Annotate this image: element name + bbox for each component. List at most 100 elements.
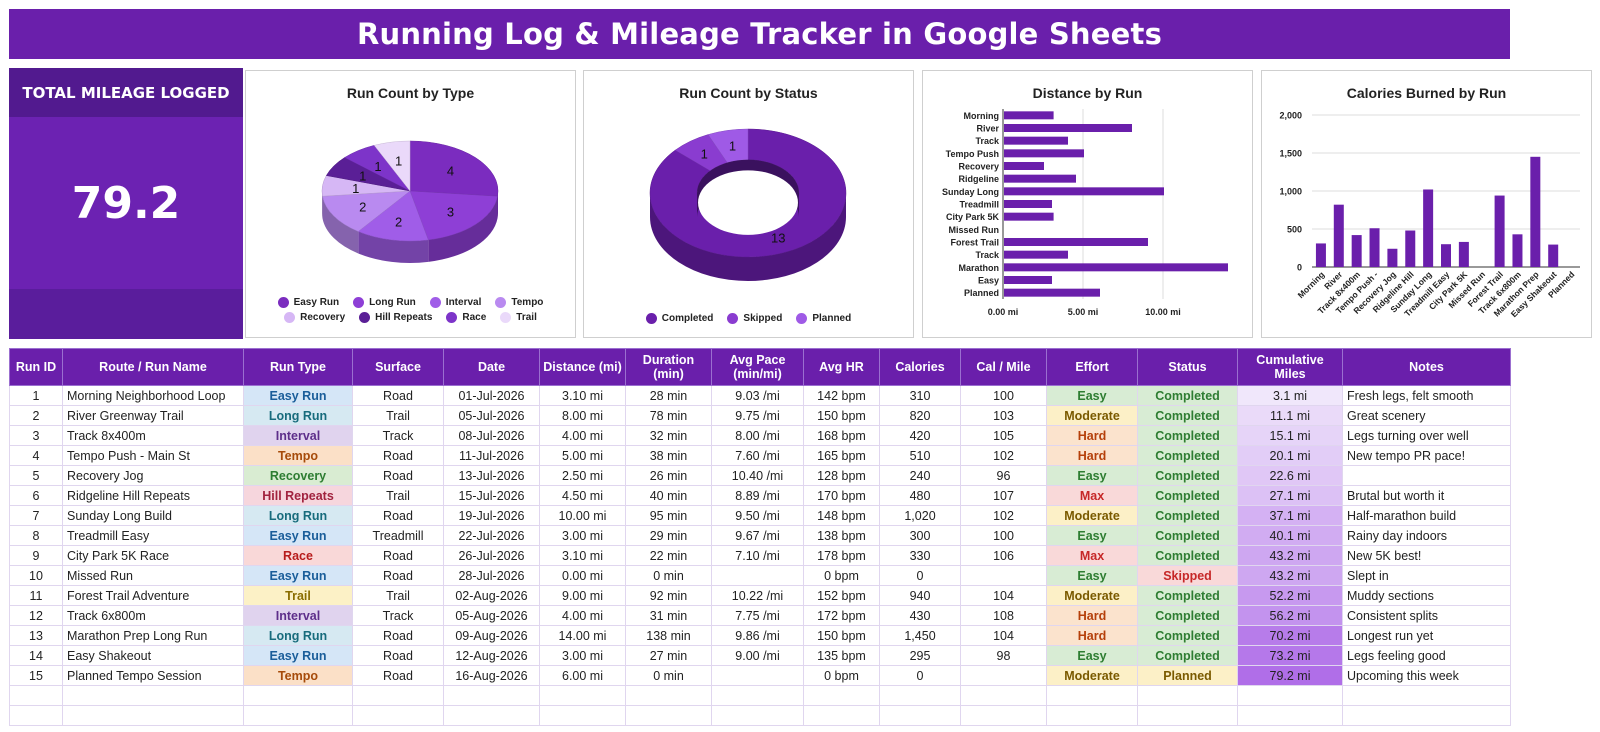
cell-avg-hr[interactable]: 148 bpm — [803, 505, 880, 526]
column-header[interactable]: Duration (min) — [625, 348, 712, 386]
cell-status[interactable]: Completed — [1137, 545, 1238, 566]
cell-run-type[interactable]: Long Run — [243, 625, 353, 646]
cell-avg-hr[interactable]: 172 bpm — [803, 605, 880, 626]
cell-run-type[interactable]: Tempo — [243, 665, 353, 686]
cell-duration[interactable]: 22 min — [625, 545, 712, 566]
cell-notes[interactable]: Muddy sections — [1342, 585, 1511, 606]
cell-surface[interactable]: Road — [352, 445, 444, 466]
table-row[interactable]: 13 Marathon Prep Long Run Long Run Road 09-A… — [9, 625, 1511, 646]
empty-cell[interactable] — [243, 685, 353, 706]
cell-run-type[interactable]: Tempo — [243, 445, 353, 466]
cell-date[interactable]: 12-Aug-2026 — [443, 645, 540, 666]
cell-distance[interactable]: 10.00 mi — [539, 505, 626, 526]
cell-effort[interactable]: Max — [1046, 545, 1138, 566]
cell-run-type[interactable]: Race — [243, 545, 353, 566]
cell-cumulative-miles[interactable]: 22.6 mi — [1237, 465, 1343, 486]
cell-route-name[interactable]: Ridgeline Hill Repeats — [62, 485, 244, 506]
cell-cumulative-miles[interactable]: 70.2 mi — [1237, 625, 1343, 646]
cell-run-id[interactable]: 7 — [9, 505, 63, 526]
table-row[interactable]: 8 Treadmill Easy Easy Run Treadmill 22-Jul-2… — [9, 525, 1511, 546]
empty-cell[interactable] — [1137, 705, 1238, 726]
cell-duration[interactable]: 95 min — [625, 505, 712, 526]
cell-pace[interactable]: 9.00 /mi — [711, 645, 804, 666]
cell-status[interactable]: Completed — [1137, 405, 1238, 426]
cell-duration[interactable]: 0 min — [625, 665, 712, 686]
table-row[interactable]: 15 Planned Tempo Session Tempo Road 16-Aug-2… — [9, 665, 1511, 686]
cell-distance[interactable]: 4.50 mi — [539, 485, 626, 506]
cell-cumulative-miles[interactable]: 3.1 mi — [1237, 385, 1343, 406]
cell-calories[interactable]: 330 — [879, 545, 961, 566]
empty-cell[interactable] — [803, 685, 880, 706]
cell-cal-per-mile[interactable]: 107 — [960, 485, 1047, 506]
cell-run-type[interactable]: Interval — [243, 605, 353, 626]
cell-cumulative-miles[interactable]: 11.1 mi — [1237, 405, 1343, 426]
cell-run-id[interactable]: 1 — [9, 385, 63, 406]
cell-run-type[interactable]: Easy Run — [243, 385, 353, 406]
cell-duration[interactable]: 78 min — [625, 405, 712, 426]
cell-pace[interactable]: 7.60 /mi — [711, 445, 804, 466]
cell-avg-hr[interactable]: 152 bpm — [803, 585, 880, 606]
empty-cell[interactable] — [62, 685, 244, 706]
cell-surface[interactable]: Road — [352, 565, 444, 586]
cell-effort[interactable]: Easy — [1046, 465, 1138, 486]
cell-date[interactable]: 22-Jul-2026 — [443, 525, 540, 546]
cell-distance[interactable]: 3.10 mi — [539, 385, 626, 406]
cell-calories[interactable]: 820 — [879, 405, 961, 426]
cell-date[interactable]: 19-Jul-2026 — [443, 505, 540, 526]
cell-duration[interactable]: 0 min — [625, 565, 712, 586]
cell-date[interactable]: 05-Jul-2026 — [443, 405, 540, 426]
column-header[interactable]: Cal / Mile — [960, 348, 1047, 386]
cell-duration[interactable]: 28 min — [625, 385, 712, 406]
cell-cumulative-miles[interactable]: 43.2 mi — [1237, 565, 1343, 586]
cell-cal-per-mile[interactable]: 100 — [960, 525, 1047, 546]
cell-avg-hr[interactable]: 178 bpm — [803, 545, 880, 566]
cell-calories[interactable]: 1,020 — [879, 505, 961, 526]
cell-date[interactable]: 08-Jul-2026 — [443, 425, 540, 446]
cell-avg-hr[interactable]: 0 bpm — [803, 565, 880, 586]
cell-run-id[interactable]: 5 — [9, 465, 63, 486]
cell-notes[interactable]: Half-marathon build — [1342, 505, 1511, 526]
cell-status[interactable]: Completed — [1137, 425, 1238, 446]
cell-notes[interactable]: Upcoming this week — [1342, 665, 1511, 686]
cell-notes[interactable]: Slept in — [1342, 565, 1511, 586]
cell-calories[interactable]: 940 — [879, 585, 961, 606]
cell-run-id[interactable]: 13 — [9, 625, 63, 646]
cell-duration[interactable]: 92 min — [625, 585, 712, 606]
cell-status[interactable]: Completed — [1137, 525, 1238, 546]
cell-status[interactable]: Completed — [1137, 385, 1238, 406]
table-row[interactable]: 4 Tempo Push - Main St Tempo Road 11-Jul-202… — [9, 445, 1511, 466]
table-row[interactable]: 6 Ridgeline Hill Repeats Hill Repeats Trail… — [9, 485, 1511, 506]
cell-cumulative-miles[interactable]: 43.2 mi — [1237, 545, 1343, 566]
empty-cell[interactable] — [960, 685, 1047, 706]
cell-surface[interactable]: Road — [352, 645, 444, 666]
cell-calories[interactable]: 240 — [879, 465, 961, 486]
cell-distance[interactable]: 8.00 mi — [539, 405, 626, 426]
cell-status[interactable]: Completed — [1137, 465, 1238, 486]
cell-avg-hr[interactable]: 150 bpm — [803, 625, 880, 646]
cell-notes[interactable]: Consistent splits — [1342, 605, 1511, 626]
cell-route-name[interactable]: Planned Tempo Session — [62, 665, 244, 686]
cell-effort[interactable]: Moderate — [1046, 405, 1138, 426]
cell-date[interactable]: 16-Aug-2026 — [443, 665, 540, 686]
cell-duration[interactable]: 27 min — [625, 645, 712, 666]
empty-cell[interactable] — [1237, 705, 1343, 726]
cell-cumulative-miles[interactable]: 52.2 mi — [1237, 585, 1343, 606]
cell-surface[interactable]: Road — [352, 665, 444, 686]
empty-cell[interactable] — [1342, 685, 1511, 706]
cell-route-name[interactable]: Tempo Push - Main St — [62, 445, 244, 466]
cell-run-id[interactable]: 15 — [9, 665, 63, 686]
cell-surface[interactable]: Trail — [352, 585, 444, 606]
cell-effort[interactable]: Easy — [1046, 645, 1138, 666]
cell-date[interactable]: 13-Jul-2026 — [443, 465, 540, 486]
cell-distance[interactable]: 3.10 mi — [539, 545, 626, 566]
cell-run-type[interactable]: Recovery — [243, 465, 353, 486]
cell-distance[interactable]: 0.00 mi — [539, 565, 626, 586]
cell-duration[interactable]: 26 min — [625, 465, 712, 486]
cell-route-name[interactable]: Sunday Long Build — [62, 505, 244, 526]
cell-cumulative-miles[interactable]: 37.1 mi — [1237, 505, 1343, 526]
cell-notes[interactable]: Brutal but worth it — [1342, 485, 1511, 506]
cell-pace[interactable]: 8.00 /mi — [711, 425, 804, 446]
cell-cal-per-mile[interactable]: 108 — [960, 605, 1047, 626]
empty-cell[interactable] — [1046, 685, 1138, 706]
cell-pace[interactable]: 8.89 /mi — [711, 485, 804, 506]
